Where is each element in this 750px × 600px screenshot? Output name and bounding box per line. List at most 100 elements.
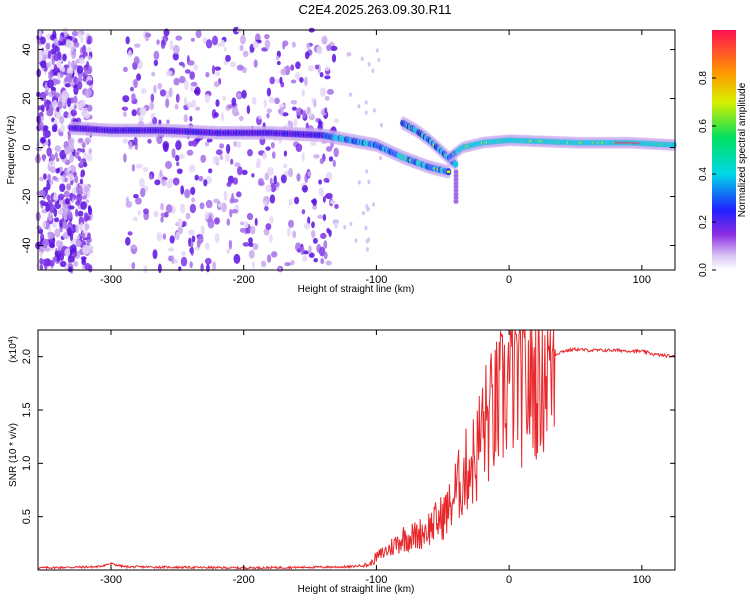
x-tick-label: 0 xyxy=(506,274,512,286)
noise-blob xyxy=(139,177,145,188)
noise-blob xyxy=(73,76,78,84)
noise-blob xyxy=(84,262,91,271)
noise-blob xyxy=(206,263,210,273)
noise-blob xyxy=(39,250,43,258)
noise-blob xyxy=(306,43,311,50)
noise-blob xyxy=(86,39,92,45)
noise-blob xyxy=(208,168,213,174)
noise-blob xyxy=(80,201,87,210)
noise-blob xyxy=(367,179,371,185)
noise-blob xyxy=(61,66,66,73)
snr-axes: -300 -200 -100 0 100 0.5 1.0 1.5 2.0 xyxy=(21,330,675,586)
noise-blob xyxy=(78,137,84,143)
noise-blob xyxy=(85,199,90,204)
noise-blob xyxy=(49,204,56,213)
noise-blob xyxy=(241,89,247,99)
noise-blob xyxy=(83,152,88,161)
noise-blob xyxy=(236,141,242,149)
noise-blob xyxy=(139,106,147,117)
noise-blob xyxy=(322,196,326,203)
y-tick-label: 1.0 xyxy=(21,456,33,471)
noise-blob xyxy=(122,111,127,118)
noise-blob xyxy=(130,244,137,249)
noise-blob xyxy=(66,183,71,191)
noise-blob xyxy=(262,152,268,160)
noise-blob xyxy=(214,217,220,225)
noise-blob xyxy=(78,216,85,226)
noise-blob xyxy=(133,78,138,89)
noise-blob xyxy=(264,39,271,50)
noise-blob xyxy=(380,122,384,128)
noise-blob xyxy=(267,254,272,263)
noise-blob xyxy=(377,57,381,63)
noise-blob xyxy=(216,42,223,47)
y-tick-label: -20 xyxy=(21,189,33,205)
noise-blob xyxy=(49,154,56,162)
noise-blob xyxy=(289,121,294,129)
noise-blob xyxy=(125,36,130,45)
noise-blob xyxy=(56,157,60,162)
noise-blob xyxy=(284,170,290,176)
noise-blob xyxy=(138,115,144,122)
x-tick-label: -100 xyxy=(365,574,387,586)
noise-blob xyxy=(171,148,176,159)
ridge-tail xyxy=(453,187,459,193)
noise-blob xyxy=(288,219,294,228)
noise-blob xyxy=(166,119,170,124)
noise-blob xyxy=(239,44,244,52)
noise-blob xyxy=(50,48,57,55)
noise-blob xyxy=(62,53,67,62)
noise-blob xyxy=(229,208,233,218)
noise-blob xyxy=(189,115,193,122)
noise-blob xyxy=(249,225,256,235)
noise-blob xyxy=(131,262,136,270)
noise-blob xyxy=(42,238,49,249)
noise-blob xyxy=(310,141,317,146)
noise-blob xyxy=(252,41,259,49)
noise-blob xyxy=(190,37,195,42)
noise-blob xyxy=(165,160,172,170)
ridge-core xyxy=(452,160,459,168)
noise-blob xyxy=(294,72,301,80)
noise-blob xyxy=(258,115,262,120)
noise-blob xyxy=(133,56,140,65)
noise-blob xyxy=(248,249,255,259)
noise-blob xyxy=(76,81,83,90)
noise-blob xyxy=(83,69,89,76)
noise-blob xyxy=(160,202,164,211)
noise-blob xyxy=(87,55,92,61)
noise-blob xyxy=(248,237,253,244)
noise-blob xyxy=(53,191,58,200)
noise-blob xyxy=(59,116,65,124)
noise-blob xyxy=(67,173,74,182)
noise-blob xyxy=(287,227,291,237)
noise-blob xyxy=(77,210,84,217)
noise-blob xyxy=(205,199,213,209)
noise-blob xyxy=(84,185,89,193)
noise-blob xyxy=(49,242,56,249)
ridge-tail xyxy=(453,195,459,201)
noise-blob xyxy=(251,173,255,178)
noise-blob xyxy=(49,260,55,267)
noise-blob xyxy=(175,35,183,41)
noise-blob xyxy=(165,90,170,100)
snr-xlabel: Height of straight line (km) xyxy=(298,584,415,595)
noise-blob xyxy=(189,261,193,269)
noise-blob xyxy=(282,43,286,50)
noise-blob xyxy=(283,150,287,157)
noise-blob xyxy=(205,39,213,49)
ridge-tail xyxy=(453,176,459,182)
noise-blob xyxy=(47,79,54,89)
noise-blob xyxy=(60,124,65,134)
x-tick-label: -200 xyxy=(233,574,255,586)
noise-blob xyxy=(127,49,132,58)
noise-blob xyxy=(183,96,188,106)
noise-blob xyxy=(234,111,240,116)
noise-blob xyxy=(149,101,155,111)
noise-blob xyxy=(320,258,325,265)
noise-blob xyxy=(205,71,210,78)
ridge-tail xyxy=(453,173,459,179)
noise-blob xyxy=(302,185,308,193)
noise-blob xyxy=(140,187,146,198)
noise-blob xyxy=(307,171,312,177)
